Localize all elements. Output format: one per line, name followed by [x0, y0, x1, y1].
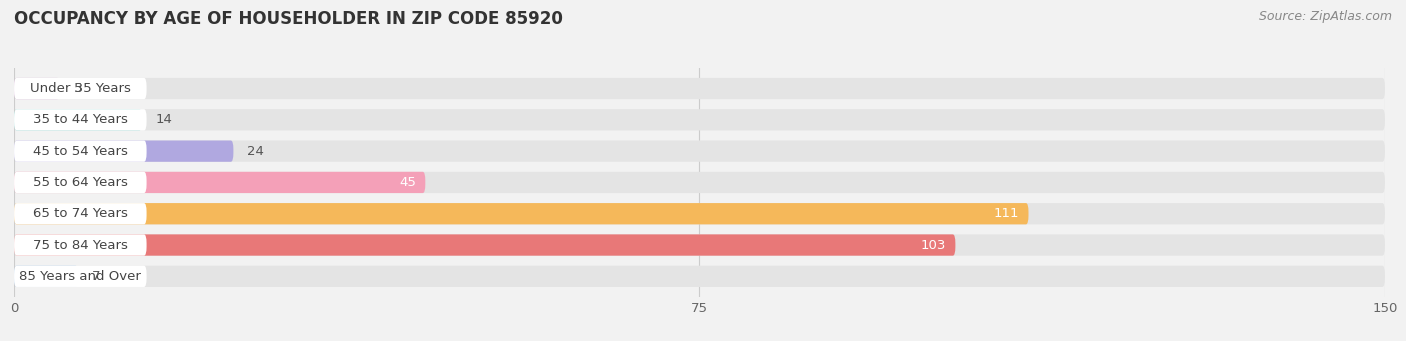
- Text: 45 to 54 Years: 45 to 54 Years: [32, 145, 128, 158]
- Text: 65 to 74 Years: 65 to 74 Years: [32, 207, 128, 220]
- Text: 103: 103: [921, 239, 946, 252]
- FancyBboxPatch shape: [14, 203, 1385, 224]
- Text: 55 to 64 Years: 55 to 64 Years: [32, 176, 128, 189]
- Text: 35 to 44 Years: 35 to 44 Years: [32, 113, 128, 126]
- Text: 24: 24: [247, 145, 264, 158]
- FancyBboxPatch shape: [14, 203, 146, 224]
- FancyBboxPatch shape: [14, 172, 426, 193]
- Text: 5: 5: [73, 82, 82, 95]
- FancyBboxPatch shape: [14, 78, 1385, 99]
- FancyBboxPatch shape: [14, 234, 956, 256]
- FancyBboxPatch shape: [14, 172, 146, 193]
- Text: OCCUPANCY BY AGE OF HOUSEHOLDER IN ZIP CODE 85920: OCCUPANCY BY AGE OF HOUSEHOLDER IN ZIP C…: [14, 10, 562, 28]
- FancyBboxPatch shape: [14, 234, 146, 256]
- Text: 14: 14: [156, 113, 173, 126]
- Text: 75 to 84 Years: 75 to 84 Years: [32, 239, 128, 252]
- FancyBboxPatch shape: [14, 78, 60, 99]
- FancyBboxPatch shape: [14, 266, 79, 287]
- Text: 85 Years and Over: 85 Years and Over: [20, 270, 141, 283]
- FancyBboxPatch shape: [14, 266, 1385, 287]
- Text: 111: 111: [994, 207, 1019, 220]
- FancyBboxPatch shape: [14, 266, 146, 287]
- FancyBboxPatch shape: [14, 140, 146, 162]
- Text: Source: ZipAtlas.com: Source: ZipAtlas.com: [1258, 10, 1392, 23]
- Text: 7: 7: [91, 270, 100, 283]
- FancyBboxPatch shape: [14, 78, 146, 99]
- FancyBboxPatch shape: [14, 234, 1385, 256]
- FancyBboxPatch shape: [14, 140, 233, 162]
- FancyBboxPatch shape: [14, 140, 1385, 162]
- FancyBboxPatch shape: [14, 109, 1385, 131]
- FancyBboxPatch shape: [14, 203, 1029, 224]
- Text: Under 35 Years: Under 35 Years: [30, 82, 131, 95]
- FancyBboxPatch shape: [14, 172, 1385, 193]
- FancyBboxPatch shape: [14, 109, 146, 131]
- Text: 45: 45: [399, 176, 416, 189]
- FancyBboxPatch shape: [14, 109, 142, 131]
